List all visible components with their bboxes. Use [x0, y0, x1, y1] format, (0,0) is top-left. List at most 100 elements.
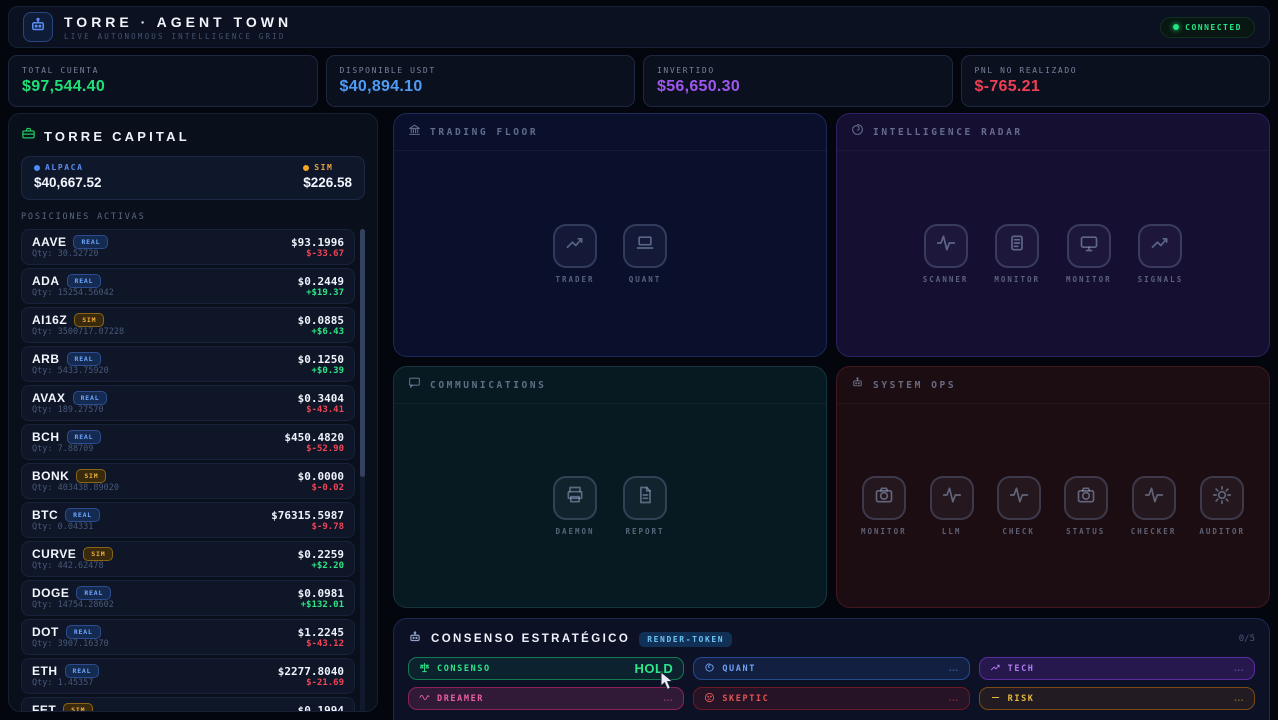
consensus-agent-bar[interactable]: SKEPTIC ... [693, 687, 970, 710]
wave-icon [419, 690, 430, 708]
positions-scrollbar-track[interactable] [360, 229, 365, 711]
agent: REPORT [623, 475, 667, 536]
consensus-agent-value: ... [948, 663, 959, 674]
position-row[interactable]: DOGE REAL $0.0981 Qty: 14754.28602 +$132… [21, 580, 355, 616]
agent-chip[interactable] [623, 223, 667, 268]
agent: SIGNALS [1137, 223, 1184, 284]
pulse-icon [1009, 485, 1029, 510]
camera-icon [874, 485, 894, 510]
position-price: $2277.8040 [277, 664, 344, 678]
position-row[interactable]: ETH REAL $2277.8040 Qty: 1.45357 $-21.69 [21, 658, 355, 694]
agent: MONITOR [1066, 223, 1112, 284]
position-row[interactable]: DOT REAL $1.2245 Qty: 3907.16370 $-43.12 [21, 619, 355, 655]
position-row[interactable]: FET SIM $0.1994 [21, 697, 355, 712]
trend-up-icon [990, 660, 1001, 678]
brain-icon [704, 660, 715, 678]
app-subtitle: LIVE AUTONOMOUS INTELLIGENCE GRID [64, 31, 286, 41]
agent-chip[interactable] [1066, 223, 1111, 268]
balance-scale-icon [419, 660, 430, 678]
position-qty: Qty: 14754.28602 [32, 600, 114, 610]
agent-chip[interactable] [1138, 223, 1183, 268]
positions-scrollbar-thumb[interactable] [360, 229, 365, 477]
positions-label: POSICIONES ACTIVAS [21, 212, 146, 222]
agent-chip[interactable] [1131, 475, 1176, 520]
position-mode-badge: REAL [72, 391, 108, 405]
connection-dot-icon [1173, 24, 1180, 30]
consensus-agent-value: ... [948, 693, 959, 704]
position-row[interactable]: BCH REAL $450.4820 Qty: 7.88709 $-52.90 [21, 424, 355, 460]
stat-value: $56,650.30 [657, 78, 741, 95]
position-row[interactable]: BTC REAL $76315.5987 Qty: 0.04331 $-9.78 [21, 502, 355, 538]
consensus-agent-bar[interactable]: RISK ... [978, 687, 1255, 710]
position-symbol: FET [32, 703, 57, 712]
consensus-agent-bar[interactable]: CONSENSO HOLD [408, 657, 685, 680]
agent-chip[interactable] [1200, 475, 1245, 520]
agent-chip[interactable] [861, 475, 906, 520]
capital-title: TORRE CAPITAL [44, 128, 190, 144]
zone-title-trading-floor: TRADING FLOOR [430, 126, 539, 138]
agent-label: SIGNALS [1137, 274, 1184, 284]
pulse-icon [936, 233, 956, 258]
printer-icon [565, 485, 585, 510]
agent-chip[interactable] [929, 475, 974, 520]
robot-icon [29, 16, 47, 39]
position-mode-badge: REAL [65, 508, 101, 522]
consensus-counter: 0/5 [1238, 634, 1255, 644]
position-row[interactable]: AVAX REAL $0.3404 Qty: 189.27570 $-43.41 [21, 385, 355, 421]
app-header: TORRE · AGENT TOWN LIVE AUTONOMOUS INTEL… [8, 6, 1270, 48]
agent-label: DAEMON [555, 526, 595, 536]
position-row[interactable]: AI16Z SIM $0.0885 Qty: 3500717.07228 +$6… [21, 307, 355, 343]
agent: TRADER [553, 223, 597, 284]
position-row[interactable]: ADA REAL $0.2449 Qty: 15254.56042 +$19.3… [21, 268, 355, 304]
position-row[interactable]: CURVE SIM $0.2259 Qty: 442.62478 +$2.20 [21, 541, 355, 577]
position-pnl: $-43.41 [306, 405, 344, 415]
stat-card: DISPONIBLE USDT $40,894.10 [325, 55, 635, 107]
position-row[interactable]: BONK SIM $0.0000 Qty: 403438.89020 $-0.0… [21, 463, 355, 499]
bank-icon [408, 123, 421, 141]
chat-icon [408, 376, 421, 394]
agent-chip[interactable] [623, 475, 667, 520]
capital-header: TORRE CAPITAL [21, 126, 365, 146]
position-row[interactable]: ARB REAL $0.1250 Qty: 5433.75920 +$0.39 [21, 346, 355, 382]
position-row[interactable]: AAVE REAL $93.1996 Qty: 30.52720 $-33.67 [21, 229, 355, 265]
position-symbol: AVAX [32, 391, 66, 405]
wallet-account: SIM $226.58 [303, 163, 352, 193]
consensus-agent-bar[interactable]: TECH ... [978, 657, 1255, 680]
zone-title-system-ops: SYSTEM OPS [873, 379, 957, 391]
agent-label: STATUS [1066, 526, 1106, 536]
position-mode-badge: SIM [74, 313, 105, 327]
position-mode-badge: SIM [83, 547, 114, 561]
agent-chip[interactable] [923, 223, 968, 268]
agent-chip[interactable] [995, 223, 1040, 268]
position-pnl: +$2.20 [311, 561, 344, 571]
app-logo [23, 12, 53, 42]
consensus-agent-value: ... [1234, 693, 1244, 704]
position-qty: Qty: 3907.16370 [32, 639, 109, 649]
agent: LLM [929, 475, 974, 536]
app-title: TORRE · AGENT TOWN [64, 13, 293, 30]
document-icon [635, 485, 655, 510]
wallet-account-value: $40,667.52 [34, 175, 102, 190]
agent-chip[interactable] [996, 475, 1041, 520]
position-mode-badge: REAL [66, 430, 102, 444]
intelligence-radar-zone: INTELLIGENCE RADAR SCANNER MONITOR MONIT… [836, 113, 1270, 357]
agent-chip[interactable] [553, 223, 597, 268]
position-qty: Qty: 403438.89020 [32, 483, 119, 493]
agent: QUANT [623, 223, 667, 284]
agent-chip[interactable] [553, 475, 597, 520]
position-pnl: +$132.01 [300, 600, 344, 610]
consensus-agent-bar[interactable]: QUANT ... [693, 657, 970, 680]
position-symbol: ETH [32, 664, 58, 678]
position-mode-badge: REAL [73, 235, 109, 249]
stat-value: $97,544.40 [22, 78, 106, 95]
chart-up-icon [1150, 233, 1170, 258]
position-price: $0.1250 [297, 352, 344, 366]
agent: CHECK [996, 475, 1041, 536]
consensus-agent-bar[interactable]: DREAMER ... [408, 687, 685, 710]
position-pnl: $-52.90 [306, 444, 344, 454]
agent-label: SCANNER [922, 274, 969, 284]
positions-list[interactable]: AAVE REAL $93.1996 Qty: 30.52720 $-33.67… [21, 229, 365, 712]
agent: SCANNER [922, 223, 969, 284]
agent-chip[interactable] [1063, 475, 1108, 520]
